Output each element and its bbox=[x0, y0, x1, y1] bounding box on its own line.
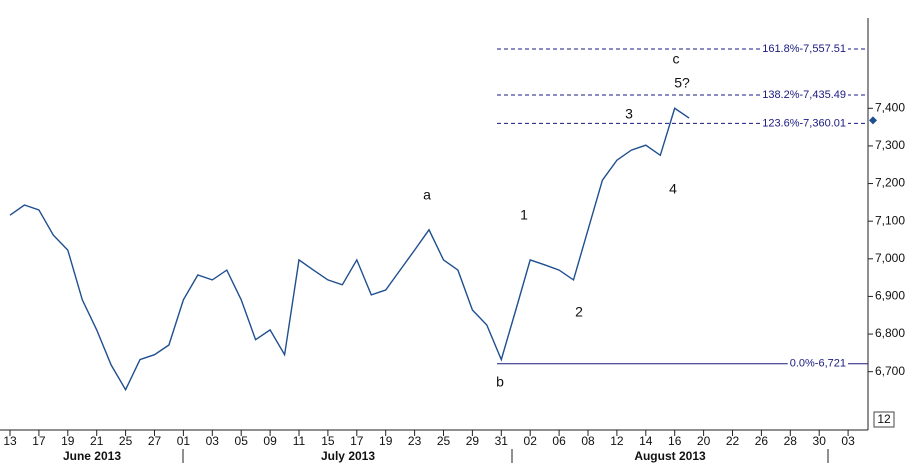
level-label: 0.0%-6,721 bbox=[790, 358, 846, 370]
x-tick-label: 22 bbox=[726, 434, 740, 448]
corner-label: 12 bbox=[877, 412, 891, 426]
x-tick-label: 17 bbox=[32, 434, 46, 448]
x-tick-label: 27 bbox=[148, 434, 162, 448]
x-tick-label: 29 bbox=[466, 434, 480, 448]
wave-label: 3 bbox=[625, 106, 633, 122]
x-tick-label: 14 bbox=[639, 434, 653, 448]
x-tick-label: 21 bbox=[90, 434, 104, 448]
x-tick-label: 11 bbox=[293, 434, 306, 448]
x-tick-label: 03 bbox=[206, 434, 220, 448]
wave-label: c bbox=[673, 51, 680, 67]
x-tick-label: 09 bbox=[263, 434, 277, 448]
y-tick-label: 7,200 bbox=[875, 176, 905, 190]
level-label: 161.8%-7,557.51 bbox=[762, 43, 846, 55]
level-label-bg bbox=[787, 357, 848, 370]
month-label: August 2013 bbox=[634, 449, 706, 463]
x-tick-label: 30 bbox=[813, 434, 827, 448]
x-tick-label: 20 bbox=[697, 434, 711, 448]
price-line bbox=[9, 107, 690, 392]
month-label: July 2013 bbox=[321, 449, 375, 463]
x-tick-label: 05 bbox=[235, 434, 249, 448]
y-tick-label: 6,700 bbox=[875, 364, 905, 378]
x-tick-label: 06 bbox=[552, 434, 566, 448]
y-tick-label: 6,900 bbox=[875, 289, 905, 303]
y-tick-label: 7,000 bbox=[875, 251, 905, 265]
y-tick-label: 7,100 bbox=[875, 213, 905, 227]
level-label: 138.2%-7,435.49 bbox=[762, 89, 846, 101]
x-tick-label: 08 bbox=[581, 434, 595, 448]
x-tick-label: 23 bbox=[408, 434, 422, 448]
x-tick-label: 03 bbox=[841, 434, 855, 448]
x-tick-label: 13 bbox=[3, 434, 17, 448]
y-tick-label: 7,400 bbox=[875, 100, 905, 114]
x-tick-label: 17 bbox=[350, 434, 364, 448]
x-tick-label: 25 bbox=[437, 434, 451, 448]
wave-label: 1 bbox=[520, 207, 528, 223]
x-tick-label: 16 bbox=[668, 434, 682, 448]
level-label-bg bbox=[760, 42, 848, 55]
wave-label: 2 bbox=[575, 304, 583, 320]
wave-label: a bbox=[423, 187, 431, 203]
x-tick-label: 31 bbox=[495, 434, 509, 448]
y-tick-label: 6,800 bbox=[875, 326, 905, 340]
x-tick-label: 26 bbox=[755, 434, 769, 448]
x-tick-label: 19 bbox=[379, 434, 393, 448]
x-tick-label: 12 bbox=[610, 434, 624, 448]
y-tick-label: 7,300 bbox=[875, 138, 905, 152]
x-tick-label: 15 bbox=[321, 434, 335, 448]
last-marker bbox=[869, 116, 877, 125]
corner-box bbox=[873, 411, 895, 428]
x-tick-label: 28 bbox=[784, 434, 798, 448]
level-label-bg bbox=[760, 117, 848, 130]
x-tick-label: 02 bbox=[524, 434, 538, 448]
level-label: 123.6%-7,360.01 bbox=[762, 117, 846, 129]
wave-label: 4 bbox=[669, 181, 677, 197]
level-label-bg bbox=[760, 88, 848, 101]
x-tick-label: 01 bbox=[177, 434, 191, 448]
wave-label: b bbox=[496, 374, 504, 390]
month-label: June 2013 bbox=[63, 449, 121, 463]
x-tick-label: 25 bbox=[119, 434, 133, 448]
x-tick-label: 19 bbox=[61, 434, 75, 448]
wave-label: 5? bbox=[674, 75, 690, 91]
